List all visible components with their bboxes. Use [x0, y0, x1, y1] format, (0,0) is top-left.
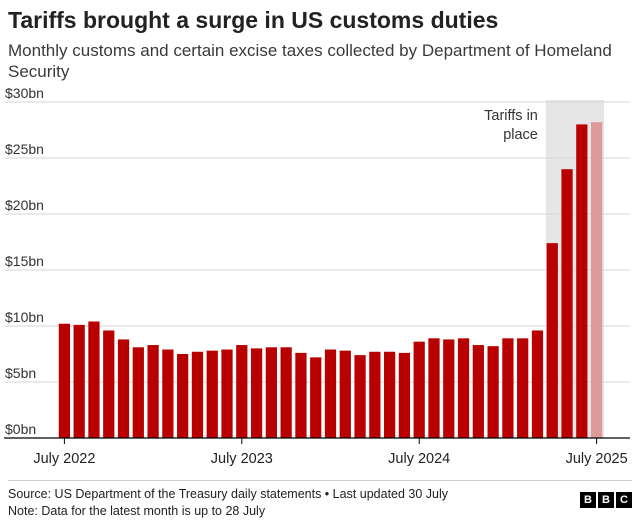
bar: [561, 169, 573, 438]
data-note: Note: Data for the latest month is up to…: [8, 504, 266, 518]
bar: [162, 349, 174, 438]
bar: [103, 330, 115, 438]
bar: [472, 345, 484, 438]
bar: [413, 341, 425, 438]
y-tick-label: $15bn: [5, 253, 44, 269]
bar: [339, 350, 351, 438]
y-tick-label: $30bn: [5, 86, 44, 101]
tariffs-annotation: Tariffs in: [484, 108, 538, 124]
bar: [531, 330, 544, 438]
chart-title: Tariffs brought a surge in US customs du…: [8, 7, 499, 33]
logo-letter: B: [580, 492, 596, 508]
bar: [206, 350, 218, 438]
bar: [487, 346, 499, 438]
logo-letter: C: [616, 492, 632, 508]
bar: [428, 338, 440, 438]
bar: [177, 354, 189, 438]
bar: [310, 357, 322, 438]
bar: [88, 321, 100, 438]
bar: [369, 351, 381, 438]
bar: [590, 122, 603, 438]
bar: [576, 124, 588, 439]
y-tick-label: $10bn: [5, 309, 44, 325]
bar: [502, 338, 514, 438]
x-tick-label: July 2022: [33, 451, 95, 467]
bar: [236, 345, 248, 438]
bar: [221, 349, 233, 438]
bar: [546, 243, 558, 438]
bar: [73, 324, 85, 438]
y-tick-label: $20bn: [5, 197, 44, 213]
bar: [117, 339, 130, 438]
footer: Source: US Department of the Treasury da…: [8, 486, 448, 520]
bar: [250, 348, 263, 438]
chart-subtitle: Monthly customs and certain excise taxes…: [8, 41, 612, 81]
bar: [191, 351, 204, 438]
logo-letter: B: [598, 492, 614, 508]
bar: [295, 352, 307, 438]
x-tick-label: July 2024: [388, 451, 450, 467]
bar: [398, 352, 411, 438]
bar: [354, 355, 366, 438]
bar: [517, 338, 529, 438]
footer-divider: [8, 480, 632, 481]
bar: [147, 345, 159, 438]
bar: [265, 347, 277, 438]
x-tick-label: July 2023: [211, 451, 273, 467]
bar: [324, 349, 337, 438]
bar: [280, 347, 292, 438]
bar: [58, 323, 71, 438]
bar-chart: $0bn $5bn $10bn $15bn $20bn $25bn $30bn July 20…: [4, 86, 630, 467]
tariffs-annotation: place: [503, 127, 538, 143]
bar: [457, 338, 470, 438]
x-tick-label: July 2025: [566, 451, 628, 467]
source-note: Source: US Department of the Treasury da…: [8, 487, 449, 501]
bar: [384, 351, 396, 438]
bbc-logo: B B C: [580, 492, 632, 508]
y-tick-label: $25bn: [5, 141, 44, 157]
y-tick-label: $5bn: [5, 365, 36, 381]
bar: [132, 347, 144, 438]
bar: [443, 339, 455, 438]
y-tick-label: $0bn: [5, 421, 36, 437]
